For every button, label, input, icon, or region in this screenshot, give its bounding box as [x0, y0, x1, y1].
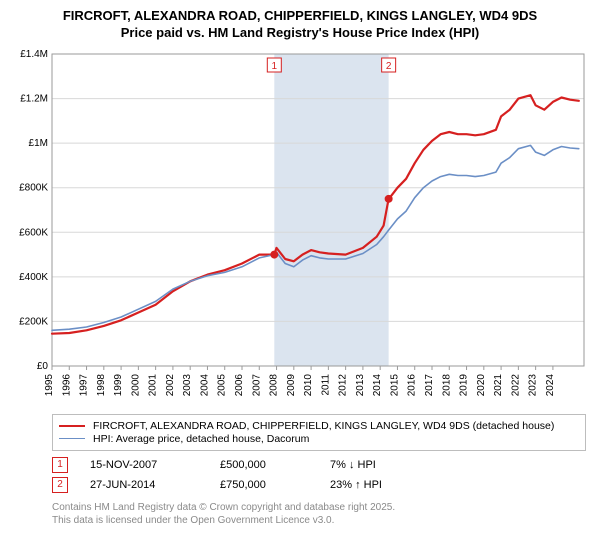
- svg-text:2021: 2021: [493, 373, 504, 396]
- svg-text:1995: 1995: [44, 373, 55, 396]
- svg-text:2018: 2018: [441, 373, 452, 396]
- svg-text:£1.4M: £1.4M: [20, 49, 48, 60]
- svg-text:2002: 2002: [165, 373, 176, 396]
- legend-label: FIRCROFT, ALEXANDRA ROAD, CHIPPERFIELD, …: [93, 420, 554, 432]
- event-price: £500,000: [220, 459, 330, 471]
- event-row: 2 27-JUN-2014£750,00023% ↑ HPI: [52, 477, 572, 493]
- event-delta: 7% ↓ HPI: [330, 459, 450, 471]
- svg-text:£1.2M: £1.2M: [20, 93, 48, 104]
- svg-text:2012: 2012: [338, 373, 349, 396]
- event-marker-box: 2: [52, 477, 68, 493]
- event-date: 15-NOV-2007: [90, 459, 220, 471]
- legend-row: FIRCROFT, ALEXANDRA ROAD, CHIPPERFIELD, …: [59, 420, 579, 432]
- svg-text:£200K: £200K: [19, 316, 48, 327]
- svg-text:2004: 2004: [199, 373, 210, 396]
- chart-title: FIRCROFT, ALEXANDRA ROAD, CHIPPERFIELD, …: [8, 8, 592, 42]
- line-chart-svg: £0 £200K £400K £600K £800K £1M £1.2M £1.4M 1995 1…: [8, 48, 592, 408]
- svg-text:2013: 2013: [355, 373, 366, 396]
- svg-text:2003: 2003: [182, 373, 193, 396]
- svg-text:2006: 2006: [234, 373, 245, 396]
- legend-row: HPI: Average price, detached house, Daco…: [59, 433, 579, 445]
- footnote: Contains HM Land Registry data © Crown c…: [52, 501, 592, 527]
- svg-text:1997: 1997: [79, 373, 90, 396]
- chart-area: £0 £200K £400K £600K £800K £1M £1.2M £1.4M 1995 1…: [8, 48, 592, 408]
- svg-text:£1M: £1M: [29, 138, 48, 149]
- svg-text:£800K: £800K: [19, 182, 48, 193]
- svg-text:2020: 2020: [476, 373, 487, 396]
- svg-text:2023: 2023: [528, 373, 539, 396]
- legend-swatch: [59, 438, 85, 439]
- event-row: 1 15-NOV-2007£500,0007% ↓ HPI: [52, 457, 572, 473]
- svg-text:2001: 2001: [148, 373, 159, 396]
- svg-text:1999: 1999: [113, 373, 124, 396]
- event-marker-box: 1: [52, 457, 68, 473]
- svg-text:2000: 2000: [130, 373, 141, 396]
- svg-text:1996: 1996: [61, 373, 72, 396]
- svg-text:2007: 2007: [251, 373, 262, 396]
- legend: FIRCROFT, ALEXANDRA ROAD, CHIPPERFIELD, …: [52, 414, 586, 451]
- svg-text:2022: 2022: [510, 373, 521, 396]
- svg-text:2010: 2010: [303, 373, 314, 396]
- title-line-2: Price paid vs. HM Land Registry's House …: [121, 25, 480, 40]
- svg-text:2024: 2024: [545, 373, 556, 396]
- svg-text:£600K: £600K: [19, 227, 48, 238]
- svg-text:2005: 2005: [217, 373, 228, 396]
- svg-text:2011: 2011: [320, 373, 331, 395]
- svg-text:2016: 2016: [407, 373, 418, 396]
- svg-text:2: 2: [386, 61, 392, 72]
- footnote-line-2: This data is licensed under the Open Gov…: [52, 515, 334, 526]
- svg-text:£400K: £400K: [19, 272, 48, 283]
- svg-text:1: 1: [272, 61, 278, 72]
- svg-text:2009: 2009: [286, 373, 297, 396]
- svg-text:£0: £0: [37, 361, 49, 372]
- event-list: 1 15-NOV-2007£500,0007% ↓ HPI 2 27-JUN-2014…: [52, 457, 572, 493]
- svg-text:1998: 1998: [96, 373, 107, 396]
- title-line-1: FIRCROFT, ALEXANDRA ROAD, CHIPPERFIELD, …: [63, 8, 537, 23]
- legend-swatch: [59, 425, 85, 427]
- svg-text:2008: 2008: [269, 373, 280, 396]
- svg-text:2017: 2017: [424, 373, 435, 396]
- event-delta: 23% ↑ HPI: [330, 479, 450, 491]
- footnote-line-1: Contains HM Land Registry data © Crown c…: [52, 502, 395, 513]
- event-price: £750,000: [220, 479, 330, 491]
- svg-text:2015: 2015: [389, 373, 400, 396]
- event-date: 27-JUN-2014: [90, 479, 220, 491]
- svg-text:2014: 2014: [372, 373, 383, 396]
- svg-text:2019: 2019: [459, 373, 470, 396]
- legend-label: HPI: Average price, detached house, Daco…: [93, 433, 309, 445]
